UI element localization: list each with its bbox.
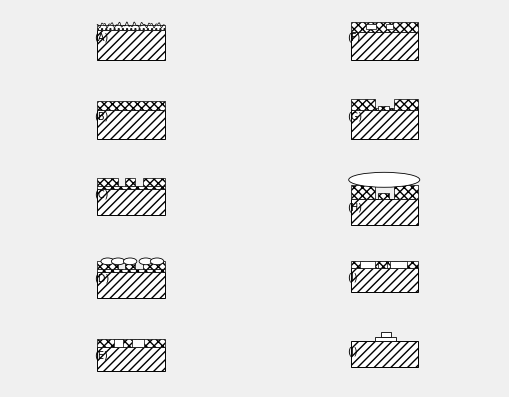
Text: (B): (B)	[94, 111, 108, 121]
Bar	[350, 99, 374, 110]
Bar	[350, 108, 417, 110]
Ellipse shape	[150, 258, 163, 265]
Bar	[393, 99, 417, 110]
Bar	[378, 193, 388, 198]
Ellipse shape	[111, 258, 125, 265]
Bar	[389, 260, 406, 268]
Bar	[350, 110, 417, 139]
Bar	[114, 339, 123, 347]
Bar	[97, 186, 164, 189]
Bar	[143, 178, 164, 186]
Bar	[350, 198, 417, 225]
Ellipse shape	[348, 172, 419, 187]
Bar	[350, 185, 374, 198]
Bar	[97, 269, 164, 272]
Bar	[350, 268, 417, 292]
Bar	[143, 261, 164, 269]
Text: (D): (D)	[94, 274, 109, 283]
Bar	[380, 332, 390, 337]
Bar	[97, 101, 164, 110]
Bar	[97, 347, 164, 370]
Bar	[377, 106, 388, 110]
Bar	[97, 189, 164, 215]
Text: (J): (J)	[347, 347, 357, 357]
Bar	[375, 337, 395, 341]
Bar	[365, 24, 375, 29]
Bar	[97, 178, 118, 186]
Bar	[393, 185, 417, 198]
Text: (C): (C)	[94, 190, 108, 200]
Text: (F): (F)	[347, 33, 360, 42]
Bar	[350, 341, 417, 367]
Bar	[97, 30, 164, 60]
Bar	[125, 178, 135, 186]
Ellipse shape	[139, 258, 152, 265]
Text: (A): (A)	[94, 33, 108, 42]
Bar	[97, 272, 164, 298]
Ellipse shape	[101, 258, 114, 265]
Bar	[97, 261, 118, 269]
Bar	[97, 110, 164, 139]
Bar	[350, 260, 417, 268]
Bar	[97, 339, 164, 347]
Bar	[350, 22, 417, 32]
Bar	[125, 261, 135, 269]
Text: (I): (I)	[347, 272, 357, 282]
Text: (G): (G)	[347, 111, 361, 121]
Bar	[350, 32, 417, 60]
Ellipse shape	[123, 258, 136, 265]
Bar	[359, 260, 375, 268]
Text: (E): (E)	[94, 351, 107, 360]
Bar	[97, 25, 164, 30]
Bar	[132, 339, 144, 347]
Bar	[378, 261, 386, 268]
Bar	[386, 24, 392, 29]
Text: (H): (H)	[347, 202, 361, 212]
